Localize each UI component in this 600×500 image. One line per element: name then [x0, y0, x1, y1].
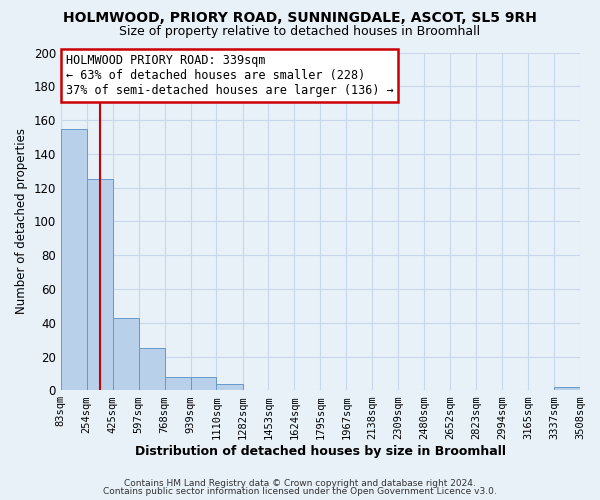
Bar [191, 377, 217, 390]
Text: HOLMWOOD PRIORY ROAD: 339sqm
← 63% of detached houses are smaller (228)
37% of s: HOLMWOOD PRIORY ROAD: 339sqm ← 63% of de… [66, 54, 394, 97]
Y-axis label: Number of detached properties: Number of detached properties [15, 128, 28, 314]
Text: Size of property relative to detached houses in Broomhall: Size of property relative to detached ho… [119, 25, 481, 38]
Bar [217, 384, 242, 390]
Bar [113, 318, 139, 390]
Bar [139, 348, 164, 391]
Bar [164, 377, 191, 390]
X-axis label: Distribution of detached houses by size in Broomhall: Distribution of detached houses by size … [135, 444, 506, 458]
Bar [554, 387, 580, 390]
Text: Contains public sector information licensed under the Open Government Licence v3: Contains public sector information licen… [103, 487, 497, 496]
Text: HOLMWOOD, PRIORY ROAD, SUNNINGDALE, ASCOT, SL5 9RH: HOLMWOOD, PRIORY ROAD, SUNNINGDALE, ASCO… [63, 12, 537, 26]
Bar [87, 179, 113, 390]
Text: Contains HM Land Registry data © Crown copyright and database right 2024.: Contains HM Land Registry data © Crown c… [124, 478, 476, 488]
Bar [61, 128, 87, 390]
